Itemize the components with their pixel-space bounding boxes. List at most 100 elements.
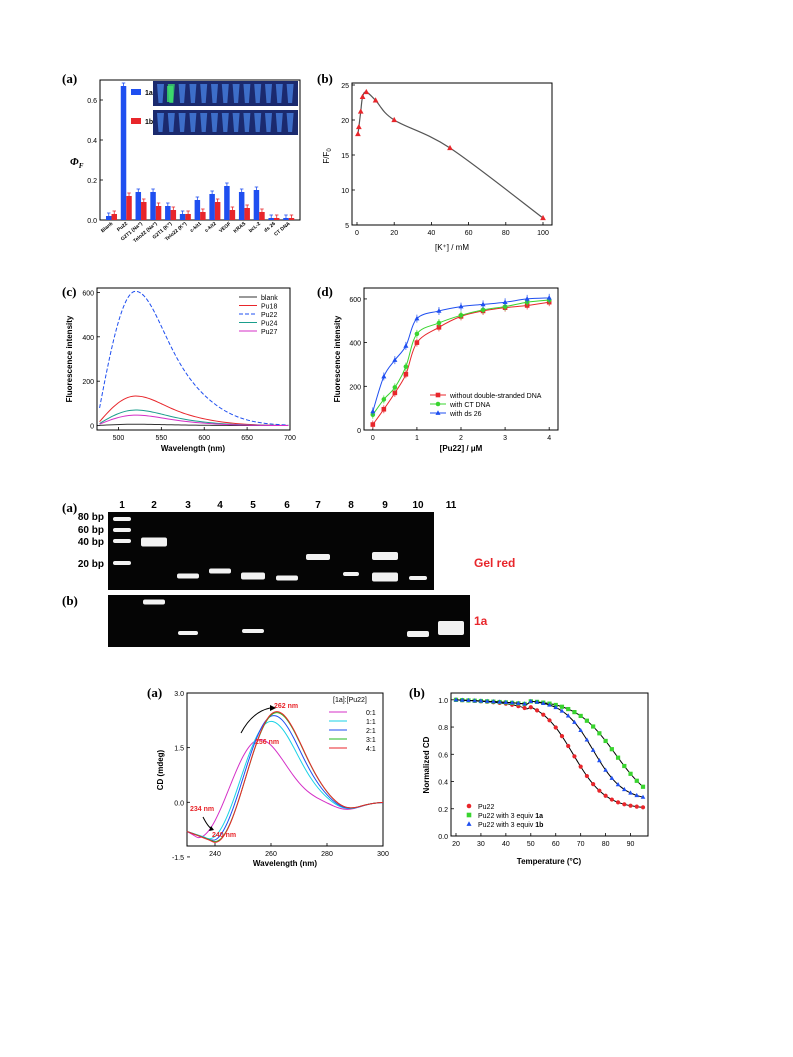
y-tick-label: 0.4 bbox=[87, 138, 97, 145]
y-tick-label: -1.5 bbox=[172, 855, 184, 862]
gel-band bbox=[343, 572, 359, 576]
y-tick-label: 10 bbox=[341, 188, 349, 195]
data-point bbox=[534, 699, 540, 704]
bar-1a bbox=[268, 218, 274, 220]
legend-title: [1a]:[Pu22] bbox=[333, 697, 367, 704]
data-point bbox=[414, 340, 420, 345]
cuvette bbox=[221, 113, 229, 132]
cuvette bbox=[200, 84, 208, 103]
data-point bbox=[372, 97, 379, 103]
data-point bbox=[609, 797, 614, 802]
lane-number: 5 bbox=[250, 500, 256, 511]
cuvette bbox=[254, 84, 262, 103]
series-line-1:1 bbox=[186, 720, 384, 840]
data-point bbox=[628, 790, 633, 795]
gel-band bbox=[438, 621, 464, 635]
y-tick-label: 25 bbox=[341, 83, 349, 90]
arrow-head bbox=[270, 705, 276, 711]
x-tick-label: 50 bbox=[527, 841, 535, 848]
legend-label-Pu27: Pu27 bbox=[261, 329, 277, 336]
data-point bbox=[566, 706, 571, 712]
data-point bbox=[615, 755, 621, 760]
data-point bbox=[355, 130, 361, 137]
lane-number: 11 bbox=[446, 500, 457, 511]
plot-frame bbox=[96, 287, 291, 431]
scatter-chart-pu22-titration: 0 200 400 600 0 1 2 3 4 without double-stranded D… bbox=[333, 287, 559, 453]
data-point bbox=[591, 782, 596, 787]
cuvette bbox=[265, 113, 272, 132]
data-point bbox=[381, 406, 387, 412]
x-tick-label: 100 bbox=[537, 230, 549, 237]
legend-marker bbox=[466, 803, 472, 809]
gel-band bbox=[177, 573, 199, 579]
data-point bbox=[436, 308, 442, 313]
data-point bbox=[509, 700, 515, 705]
y-tick-label: 200 bbox=[349, 384, 361, 391]
cuvette bbox=[221, 84, 229, 103]
cuvette bbox=[178, 113, 186, 132]
series-line-2:1 bbox=[186, 715, 384, 841]
legend-label-1:1: 1:1 bbox=[366, 719, 376, 726]
y-tick-label: 1.5 bbox=[174, 746, 184, 753]
data-point bbox=[553, 704, 559, 710]
cuvette bbox=[189, 113, 197, 132]
data-point bbox=[597, 788, 602, 793]
x-tick-label: 500 bbox=[113, 435, 125, 442]
gel-band bbox=[113, 561, 131, 565]
annotation: 240 nm bbox=[212, 832, 236, 839]
legend-label-Pu24: Pu24 bbox=[261, 321, 277, 328]
ladder-label: 40 bp bbox=[78, 537, 104, 548]
x-tick-label: 90 bbox=[627, 841, 635, 848]
y-tick-label: 600 bbox=[82, 290, 94, 297]
x-tick-label: 280 bbox=[321, 851, 333, 858]
bar-1a bbox=[106, 216, 112, 220]
series-line-4:1 bbox=[186, 711, 384, 843]
series-line-Pu27 bbox=[99, 414, 289, 427]
data-point bbox=[522, 701, 527, 706]
x-tick-label: 300 bbox=[377, 851, 389, 858]
data-point bbox=[622, 763, 627, 769]
x-axis-label: Temperature (°C) bbox=[517, 857, 582, 866]
data-point bbox=[414, 315, 420, 321]
gel-band bbox=[113, 517, 131, 521]
x-category-label: VEGF bbox=[218, 221, 232, 234]
annotation: 262 nm bbox=[274, 703, 298, 710]
y-tick-label: 0.2 bbox=[438, 807, 448, 814]
data-point bbox=[381, 397, 387, 402]
data-point bbox=[622, 802, 627, 807]
lane-number: 4 bbox=[217, 500, 223, 511]
x-tick-label: 60 bbox=[552, 841, 560, 848]
bar-1a bbox=[135, 192, 142, 220]
legend-label: Pu22 with 3 equiv 1b bbox=[478, 822, 543, 829]
legend-label-1a: 1a bbox=[145, 90, 153, 97]
data-point bbox=[640, 805, 646, 810]
ladder-label: 80 bp bbox=[78, 512, 104, 523]
legend-label-blank: blank bbox=[261, 295, 278, 302]
y-tick-label: 3.0 bbox=[174, 691, 184, 698]
data-point bbox=[370, 422, 376, 427]
data-point bbox=[459, 697, 465, 702]
cuvette bbox=[157, 84, 164, 103]
series-line-0:1 bbox=[186, 739, 384, 839]
data-point bbox=[472, 698, 477, 703]
x-axis-label: Wavelength (nm) bbox=[161, 444, 225, 453]
x-category-label: c-kit2 bbox=[204, 221, 218, 234]
panel-label-b-gel: (b) bbox=[62, 593, 78, 608]
x-tick-label: 80 bbox=[602, 841, 610, 848]
cuvette bbox=[211, 84, 218, 103]
data-point bbox=[572, 709, 577, 715]
bar-1a bbox=[165, 206, 171, 220]
gel-band bbox=[407, 631, 429, 637]
cuvette bbox=[243, 84, 251, 103]
x-category-label: c-kit1 bbox=[189, 221, 203, 234]
data-point bbox=[546, 295, 552, 300]
bar-1a bbox=[253, 190, 260, 220]
bar-1b bbox=[288, 218, 295, 220]
series-line-Pu24 bbox=[99, 409, 289, 427]
cuvette bbox=[254, 113, 262, 132]
data-point bbox=[524, 296, 530, 301]
data-point bbox=[528, 705, 533, 710]
data-point bbox=[516, 700, 521, 705]
